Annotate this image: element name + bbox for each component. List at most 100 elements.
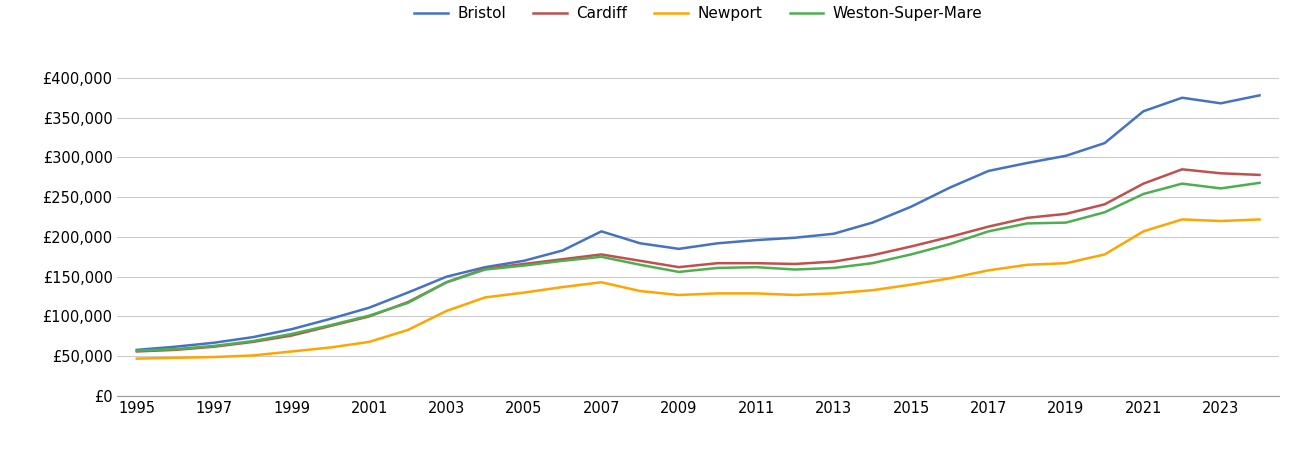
Newport [632,288,647,294]
Bristol [1096,140,1112,146]
Bristol [1019,160,1035,166]
Weston-Super-Mare [1058,220,1074,225]
Bristol [865,220,881,225]
Newport [1096,252,1112,257]
Weston-Super-Mare [322,323,338,328]
Cardiff [478,266,493,271]
Weston-Super-Mare [594,254,609,260]
Bristol [283,327,299,332]
Cardiff [1019,215,1035,220]
Newport [1251,217,1267,222]
Bristol [594,229,609,234]
Cardiff [206,344,222,349]
Newport [168,355,184,360]
Weston-Super-Mare [1251,180,1267,185]
Cardiff [1058,211,1074,216]
Cardiff [632,258,647,264]
Cardiff [748,261,763,266]
Line: Bristol: Bristol [137,95,1259,350]
Newport [129,356,145,361]
Newport [1174,217,1190,222]
Bristol [710,241,726,246]
Bristol [245,334,261,340]
Weston-Super-Mare [671,269,686,274]
Newport [555,284,570,290]
Cardiff [942,234,958,240]
Bristol [322,316,338,322]
Newport [1135,229,1151,234]
Newport [399,327,415,333]
Line: Newport: Newport [137,220,1259,359]
Cardiff [1174,166,1190,172]
Cardiff [517,261,532,267]
Newport [826,291,842,296]
Weston-Super-Mare [168,346,184,352]
Bristol [787,235,803,240]
Weston-Super-Mare [517,263,532,268]
Bristol [129,347,145,352]
Cardiff [283,333,299,338]
Newport [903,282,919,288]
Weston-Super-Mare [748,265,763,270]
Newport [671,292,686,298]
Newport [594,279,609,285]
Cardiff [322,323,338,328]
Bristol [1058,153,1074,158]
Cardiff [710,261,726,266]
Bristol [1174,95,1190,100]
Cardiff [1251,172,1267,178]
Legend: Bristol, Cardiff, Newport, Weston-Super-Mare: Bristol, Cardiff, Newport, Weston-Super-… [408,0,988,27]
Weston-Super-Mare [283,331,299,337]
Cardiff [361,314,377,319]
Newport [245,353,261,358]
Bristol [903,204,919,209]
Weston-Super-Mare [1096,210,1112,215]
Weston-Super-Mare [245,338,261,344]
Newport [981,268,997,273]
Bristol [478,265,493,270]
Cardiff [399,299,415,305]
Newport [1058,261,1074,266]
Weston-Super-Mare [981,229,997,234]
Newport [1019,262,1035,267]
Newport [710,291,726,296]
Bristol [632,241,647,246]
Cardiff [671,265,686,270]
Cardiff [245,339,261,345]
Newport [517,290,532,295]
Cardiff [1212,171,1228,176]
Bristol [826,231,842,236]
Bristol [748,238,763,243]
Bristol [671,246,686,252]
Weston-Super-Mare [903,252,919,257]
Newport [865,288,881,293]
Newport [748,291,763,296]
Bristol [399,290,415,295]
Bristol [361,305,377,310]
Cardiff [787,261,803,267]
Cardiff [826,259,842,264]
Newport [322,345,338,350]
Newport [438,308,454,314]
Weston-Super-Mare [787,267,803,272]
Newport [283,349,299,354]
Weston-Super-Mare [1174,181,1190,186]
Weston-Super-Mare [399,300,415,306]
Bristol [168,344,184,349]
Bristol [555,248,570,253]
Cardiff [1096,202,1112,207]
Weston-Super-Mare [129,348,145,353]
Cardiff [981,224,997,230]
Cardiff [438,279,454,285]
Weston-Super-Mare [632,262,647,267]
Cardiff [129,349,145,354]
Bristol [206,340,222,346]
Newport [361,339,377,345]
Weston-Super-Mare [361,313,377,318]
Weston-Super-Mare [942,241,958,247]
Newport [206,354,222,360]
Bristol [942,185,958,190]
Cardiff [1135,181,1151,186]
Weston-Super-Mare [206,343,222,349]
Weston-Super-Mare [826,265,842,270]
